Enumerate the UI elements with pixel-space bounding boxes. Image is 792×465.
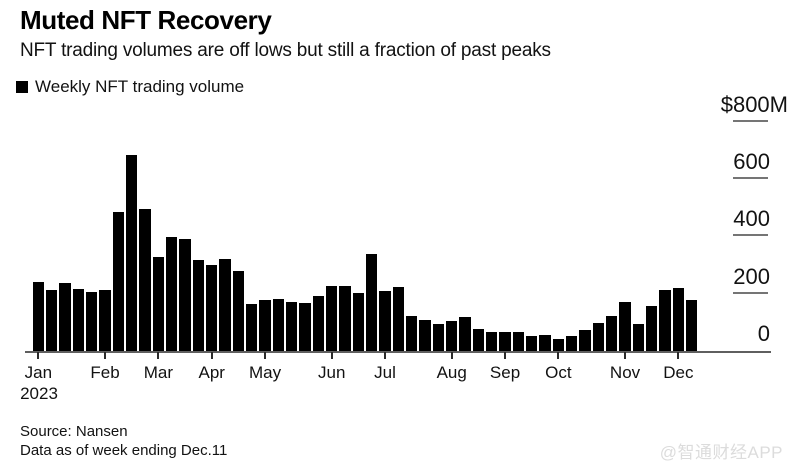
bar-week-29 xyxy=(406,316,418,352)
bar-week-23 xyxy=(326,286,338,352)
watermark-text: @智通财经APP xyxy=(659,443,783,462)
month-label-may: May xyxy=(248,363,282,382)
bar-week-38 xyxy=(526,336,538,352)
bar-week-42 xyxy=(579,330,591,352)
bar-week-26 xyxy=(366,254,378,352)
bar-week-48 xyxy=(659,290,671,352)
legend-square-icon xyxy=(16,81,28,93)
bar-week-16 xyxy=(232,271,245,352)
bar-week-4 xyxy=(72,289,85,352)
bar-week-6 xyxy=(99,290,111,352)
y-axis-tick-800 xyxy=(733,119,768,122)
y-axis-tick-400 xyxy=(733,234,768,237)
month-label-aug: Aug xyxy=(436,363,467,382)
bar-week-22 xyxy=(312,296,325,352)
bar-week-3 xyxy=(59,283,71,352)
bar-week-47 xyxy=(646,306,658,352)
x-axis-year-label: 2023 xyxy=(20,384,58,403)
bar-week-12 xyxy=(179,239,191,352)
chart-legend: Weekly NFT trading volume xyxy=(16,77,244,97)
x-axis-tick-oct xyxy=(557,352,560,359)
bar-week-35 xyxy=(486,332,498,352)
bar-week-41 xyxy=(566,336,578,352)
x-axis-tick-may xyxy=(264,352,267,359)
month-label-dec: Dec xyxy=(663,363,694,382)
page-title: Muted NFT Recovery xyxy=(20,5,272,35)
x-axis-tick-apr xyxy=(210,352,213,359)
bar-week-8 xyxy=(126,155,138,352)
month-label-jun: Jun xyxy=(318,363,346,382)
bar-week-9 xyxy=(139,209,151,352)
bar-week-28 xyxy=(392,287,405,352)
source-text: Source: Nansen xyxy=(20,423,128,440)
bar-week-25 xyxy=(352,293,365,352)
bar-week-33 xyxy=(459,317,471,352)
bar-week-1 xyxy=(32,282,45,352)
bar-week-34 xyxy=(472,329,485,352)
bar-week-32 xyxy=(446,321,458,352)
x-axis-tick-sep xyxy=(504,352,507,359)
y-axis-label-400: 400 xyxy=(733,206,770,232)
month-label-feb: Feb xyxy=(90,363,120,382)
bar-week-45 xyxy=(619,302,631,352)
bar-week-20 xyxy=(286,302,298,352)
bar-week-50 xyxy=(686,300,698,352)
bar-week-15 xyxy=(219,259,231,352)
bar-week-49 xyxy=(672,288,685,352)
bar-week-17 xyxy=(246,304,258,352)
x-axis-tick-aug xyxy=(450,352,453,359)
bar-week-31 xyxy=(432,324,445,352)
bar-week-13 xyxy=(192,260,205,352)
bar-week-40 xyxy=(552,339,565,352)
month-label-mar: Mar xyxy=(143,363,174,382)
y-axis-label-0: 0 xyxy=(757,321,770,346)
x-axis-tick-mar xyxy=(157,352,160,359)
bar-week-37 xyxy=(512,332,525,352)
data-note-text: Data as of week ending Dec.11 xyxy=(20,442,228,459)
y-axis-label-600: 600 xyxy=(733,148,770,174)
bar-week-24 xyxy=(339,286,351,352)
month-label-sep: Sep xyxy=(489,363,521,382)
bar-week-30 xyxy=(419,320,431,352)
bar-week-14 xyxy=(206,265,218,352)
bar-week-11 xyxy=(166,237,178,352)
bar-week-18 xyxy=(259,300,271,352)
bar-week-44 xyxy=(606,316,618,352)
bar-week-21 xyxy=(299,303,311,352)
bar-week-39 xyxy=(539,335,551,352)
bar-week-10 xyxy=(152,257,165,352)
bar-week-19 xyxy=(272,299,285,352)
plot-area xyxy=(25,100,700,352)
bar-week-7 xyxy=(112,212,125,352)
x-axis-tick-dec xyxy=(677,352,680,359)
y-axis-label-800: $800M xyxy=(720,91,788,117)
x-axis-tick-feb xyxy=(104,352,107,359)
month-label-oct: Oct xyxy=(545,363,572,382)
month-label-nov: Nov xyxy=(609,363,641,382)
legend-label: Weekly NFT trading volume xyxy=(35,77,245,96)
bar-week-5 xyxy=(86,292,98,352)
month-label-jul: Jul xyxy=(374,363,396,382)
x-axis-tick-jul xyxy=(384,352,387,359)
bar-week-27 xyxy=(379,291,391,352)
y-axis-label-200: 200 xyxy=(733,263,770,289)
x-axis-tick-jan xyxy=(37,352,40,359)
bar-week-43 xyxy=(592,323,605,352)
x-axis-tick-jun xyxy=(330,352,333,359)
y-axis-tick-600 xyxy=(733,176,768,179)
month-label-jan: Jan xyxy=(24,363,53,382)
y-axis-tick-200 xyxy=(733,291,768,294)
chart-subtitle: NFT trading volumes are off lows but sti… xyxy=(20,40,551,61)
x-axis-line xyxy=(25,350,771,353)
month-label-apr: Apr xyxy=(198,363,225,382)
bar-week-36 xyxy=(499,332,511,352)
bar-week-2 xyxy=(46,290,58,352)
x-axis-tick-nov xyxy=(624,352,627,359)
bar-week-46 xyxy=(632,324,645,352)
